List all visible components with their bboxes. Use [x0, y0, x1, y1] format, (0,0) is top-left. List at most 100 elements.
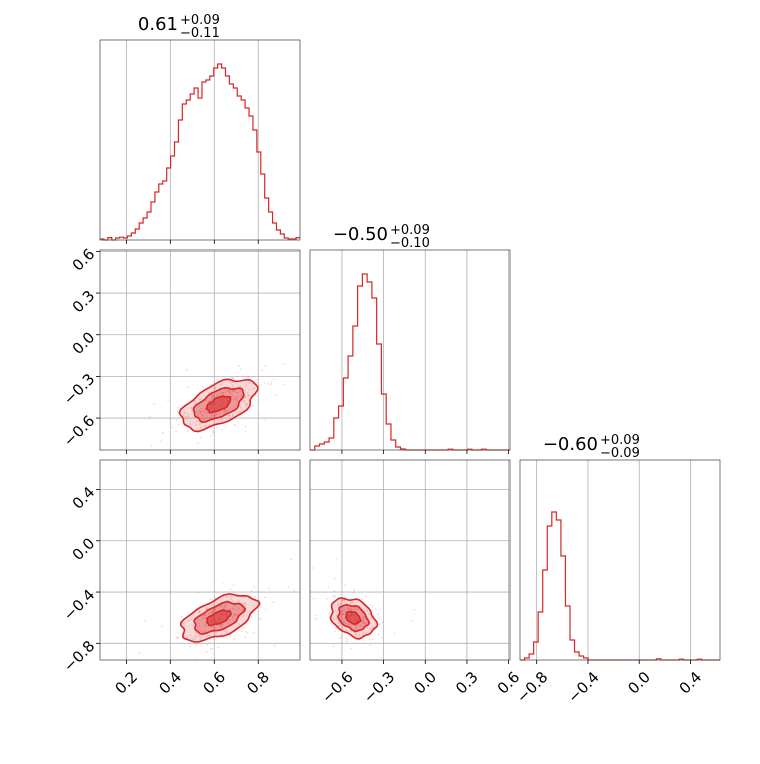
pair-panel-0-1-point-161 [208, 424, 211, 426]
pair-panel-1-2-point-33 [362, 639, 365, 641]
pair-panel-0-2-point-107 [219, 625, 222, 628]
pair-panel-0-2-point-173 [227, 596, 230, 598]
pair-panel-0-2-point-142 [236, 613, 239, 616]
pair-panel-1-2-point-69 [335, 558, 338, 561]
pair-panel-0-2-point-110 [222, 582, 225, 585]
pair-panel-1-2-point-174 [371, 609, 373, 612]
pair-panel-0-2-frame [99, 459, 301, 661]
pair-panel-1-2-point-37 [341, 613, 344, 616]
pair-panel-0-1-point-58 [267, 382, 270, 385]
pair-panel-1-2-point-236 [345, 666, 347, 668]
pair-panel-1-2-point-144 [378, 616, 380, 619]
pair-panel-0-2-point-3 [209, 634, 212, 637]
pair-panel-0-2-point-233 [211, 608, 214, 611]
pair-panel-0-2-point-240 [197, 627, 200, 630]
pair-panel-0-2-point-111 [220, 623, 223, 626]
hist-panel-2-xtick-label-3: 0.4 [676, 668, 706, 698]
pair-panel-0-1-point-129 [226, 390, 229, 393]
pair-panel-1-2-point-104 [345, 636, 347, 639]
pair-panel-1-2-point-110 [339, 617, 341, 620]
pair-panel-0-2-point-137 [221, 633, 224, 636]
pair-panel-1-2-point-252 [344, 596, 347, 599]
pair-panel-1-2-point-145 [364, 595, 367, 598]
pair-panel-1-2-point-221 [343, 600, 346, 602]
pair-panel-0-2-point-242 [189, 634, 192, 637]
pair-panel-0-1-point-318 [233, 390, 235, 393]
pair-panel-0-2-point-245 [259, 618, 262, 621]
pair-panel-1-2-point-217 [337, 604, 340, 607]
pair-panel-0-1-point-140 [148, 415, 151, 418]
pair-panel-1-2-point-11 [350, 626, 353, 629]
pair-panel-0-1-point-310 [246, 392, 249, 394]
pair-panel-1-2-point-125 [365, 608, 368, 611]
pair-panel-0-1-point-42 [216, 426, 219, 429]
pair-panel-1-2-point-184 [335, 614, 338, 617]
pair-panel-0-2-point-250 [233, 613, 236, 616]
pair-panel-1-2-point-58 [369, 604, 372, 607]
pair-panel-0-2-point-36 [200, 630, 202, 633]
pair-panel-0-1-point-203 [272, 378, 275, 381]
hist-panel-2-title-minus: −0.09 [600, 446, 640, 461]
pair-panel-0-1-point-99 [185, 369, 188, 371]
pair-panel-1-2-point-237 [354, 628, 357, 631]
pair-panel-0-2-point-187 [198, 610, 201, 613]
pair-panel-0-1-point-228 [210, 435, 212, 437]
pair-panel-1-2-xtick-label-3: 0.3 [452, 668, 482, 698]
pair-panel-0-1-point-177 [210, 394, 213, 397]
pair-panel-1-2-point-0 [367, 612, 370, 615]
pair-panel-0-2-point-29 [242, 608, 245, 611]
pair-panel-0-2-point-54 [232, 584, 235, 587]
pair-panel-0-2-point-76 [226, 631, 228, 634]
pair-panel-1-2-point-158 [328, 612, 331, 615]
pair-panel-0-1-point-160 [216, 378, 219, 381]
pair-panel-0-1-point-307 [241, 394, 244, 396]
pair-panel-0-2-point-314 [228, 608, 231, 611]
pair-panel-0-1-contour-2 [205, 395, 232, 414]
pair-panel-1-2-point-188 [351, 601, 354, 604]
pair-panel-0-1-point-269 [228, 380, 230, 383]
pair-panel-0-2-point-177 [226, 599, 229, 602]
pair-panel-0-1-point-239 [175, 419, 178, 421]
pair-panel-1-2-point-60 [344, 596, 346, 598]
pair-panel-0-1-point-123 [225, 409, 228, 411]
pair-panel-0-2-xtick-label-1: 0.4 [155, 668, 185, 698]
pair-panel-0-2-point-283 [211, 598, 214, 600]
pair-panel-0-2-point-207 [223, 606, 226, 609]
pair-panel-1-2-point-160 [362, 622, 365, 625]
pair-panel-0-1-point-95 [187, 386, 190, 389]
pair-panel-0-1-point-220 [236, 391, 239, 394]
pair-panel-0-1-point-22 [244, 425, 247, 428]
pair-panel-1-2-point-73 [378, 623, 381, 626]
pair-panel-0-1-point-301 [245, 405, 248, 408]
pair-panel-1-2-point-102 [360, 598, 363, 600]
pair-panel-0-1-point-294 [282, 383, 285, 386]
pair-panel-0-1-point-311 [283, 363, 285, 366]
pair-panel-0-2-content [138, 558, 296, 660]
pair-panel-0-2-point-41 [175, 636, 178, 638]
pair-panel-0-1-point-67 [230, 377, 233, 380]
pair-panel-0-1-point-111 [217, 394, 220, 397]
pair-panel-1-2-point-162 [315, 614, 317, 617]
pair-panel-0-2-point-127 [207, 634, 210, 637]
pair-panel-0-2-point-269 [201, 634, 204, 637]
pair-panel-0-1-point-178 [237, 365, 240, 368]
pair-panel-0-1-point-189 [153, 403, 155, 406]
pair-panel-0-1-point-12 [239, 385, 242, 388]
pair-panel-1-2-point-129 [333, 617, 336, 620]
pair-panel-0-1-point-156 [232, 377, 234, 379]
pair-panel-0-2-point-259 [242, 602, 245, 605]
pair-panel-0-1-point-5 [242, 399, 244, 402]
pair-panel-1-2-point-23 [348, 608, 351, 611]
pair-panel-0-1-point-125 [232, 397, 235, 400]
pair-panel-0-2-point-152 [223, 605, 226, 607]
pair-panel-0-1-ytick-label-4: 0.6 [69, 245, 99, 275]
pair-panel-0-2-point-82 [177, 636, 179, 639]
pair-panel-0-2-point-297 [231, 616, 234, 619]
pair-panel-0-2-point-282 [198, 625, 201, 627]
pair-panel-1-2-point-109 [333, 594, 336, 597]
pair-panel-0-2-point-217 [253, 586, 255, 588]
pair-panel-0-2-point-81 [233, 611, 236, 614]
pair-panel-1-2-point-202 [366, 622, 369, 624]
pair-panel-0-1-point-175 [245, 403, 247, 406]
